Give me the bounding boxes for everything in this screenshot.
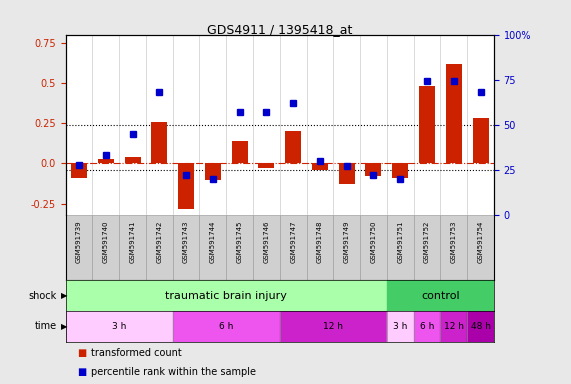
Bar: [446, 64, 462, 164]
FancyBboxPatch shape: [387, 215, 413, 280]
Bar: [98, 159, 114, 164]
Text: GSM591741: GSM591741: [130, 220, 135, 263]
Text: GSM591752: GSM591752: [424, 220, 430, 263]
Text: 3 h: 3 h: [112, 322, 126, 331]
FancyBboxPatch shape: [253, 215, 280, 280]
Text: shock: shock: [29, 291, 57, 301]
Text: transformed count: transformed count: [91, 348, 182, 358]
Bar: [124, 157, 140, 164]
Text: control: control: [421, 291, 460, 301]
FancyBboxPatch shape: [173, 215, 199, 280]
FancyBboxPatch shape: [66, 215, 93, 280]
Bar: [173, 311, 280, 342]
Text: traumatic brain injury: traumatic brain injury: [166, 291, 287, 301]
FancyBboxPatch shape: [93, 215, 119, 280]
Text: 48 h: 48 h: [471, 322, 490, 331]
FancyBboxPatch shape: [307, 215, 333, 280]
Text: GSM591754: GSM591754: [477, 220, 484, 263]
Text: GSM591742: GSM591742: [156, 220, 162, 263]
Bar: [205, 164, 221, 180]
Text: GSM591739: GSM591739: [76, 220, 82, 263]
FancyBboxPatch shape: [199, 215, 226, 280]
Text: 6 h: 6 h: [420, 322, 434, 331]
Text: ■: ■: [77, 367, 86, 377]
Bar: [387, 311, 413, 342]
Text: 12 h: 12 h: [323, 322, 343, 331]
Bar: [365, 164, 381, 176]
Text: ■: ■: [77, 348, 86, 358]
Bar: [258, 164, 275, 168]
FancyBboxPatch shape: [413, 215, 440, 280]
Bar: [71, 164, 87, 178]
Bar: [440, 311, 467, 342]
Bar: [178, 164, 194, 209]
FancyBboxPatch shape: [119, 215, 146, 280]
Text: 3 h: 3 h: [393, 322, 408, 331]
Text: time: time: [35, 321, 57, 331]
Bar: [473, 118, 489, 164]
Text: GSM591750: GSM591750: [371, 220, 376, 263]
Text: GSM591743: GSM591743: [183, 220, 189, 263]
Text: ▶: ▶: [61, 322, 67, 331]
Bar: [339, 164, 355, 184]
Bar: [232, 141, 248, 164]
FancyBboxPatch shape: [280, 215, 307, 280]
Text: GSM591753: GSM591753: [451, 220, 457, 263]
Bar: [151, 122, 167, 164]
Text: GSM591747: GSM591747: [290, 220, 296, 263]
FancyBboxPatch shape: [360, 215, 387, 280]
Text: GSM591748: GSM591748: [317, 220, 323, 263]
Bar: [66, 280, 387, 311]
Bar: [467, 311, 494, 342]
Bar: [419, 86, 435, 164]
Text: GSM591740: GSM591740: [103, 220, 109, 263]
Text: GSM591751: GSM591751: [397, 220, 403, 263]
Text: GDS4911 / 1395418_at: GDS4911 / 1395418_at: [207, 23, 352, 36]
Text: 6 h: 6 h: [219, 322, 234, 331]
Bar: [413, 311, 440, 342]
Text: GSM591746: GSM591746: [263, 220, 270, 263]
Bar: [392, 164, 408, 178]
Bar: [285, 131, 301, 164]
Text: ▶: ▶: [61, 291, 67, 300]
Text: GSM591744: GSM591744: [210, 220, 216, 263]
FancyBboxPatch shape: [146, 215, 173, 280]
Text: percentile rank within the sample: percentile rank within the sample: [91, 367, 256, 377]
Bar: [66, 311, 173, 342]
Bar: [387, 280, 494, 311]
FancyBboxPatch shape: [333, 215, 360, 280]
Bar: [312, 164, 328, 170]
Text: GSM591745: GSM591745: [236, 220, 243, 263]
FancyBboxPatch shape: [226, 215, 253, 280]
FancyBboxPatch shape: [467, 215, 494, 280]
Bar: [280, 311, 387, 342]
FancyBboxPatch shape: [440, 215, 467, 280]
Text: 12 h: 12 h: [444, 322, 464, 331]
Text: GSM591749: GSM591749: [344, 220, 349, 263]
